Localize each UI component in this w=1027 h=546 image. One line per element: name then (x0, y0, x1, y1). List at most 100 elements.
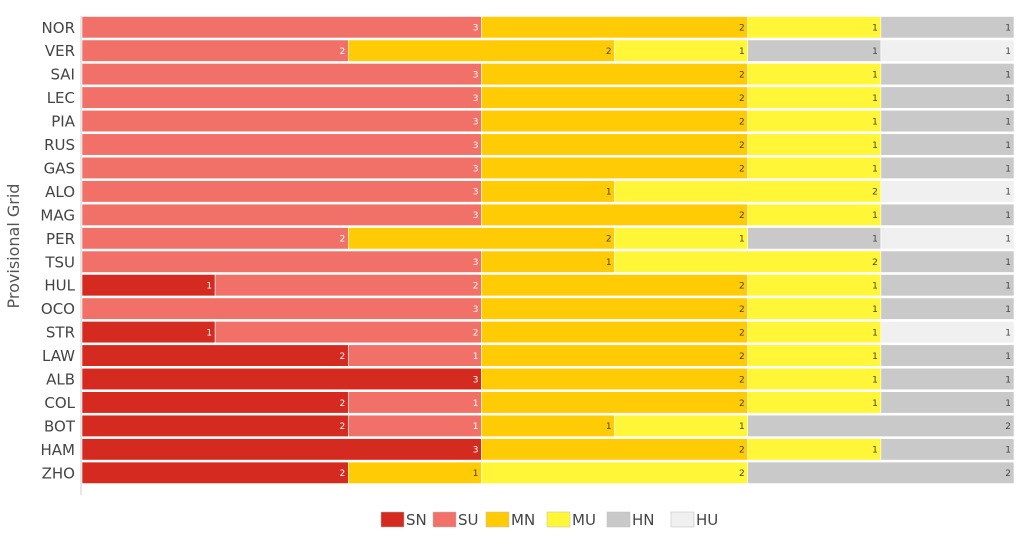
category-label: NOR (42, 19, 75, 37)
legend-swatch-su (432, 511, 457, 528)
bar-segment-hn (880, 86, 1015, 109)
bar-segment-hn (880, 250, 1015, 273)
segment-value-label: 1 (1005, 399, 1011, 409)
segment-value-label: 1 (473, 399, 479, 409)
bar-segment-mu (747, 344, 882, 367)
bar-segment-mn (481, 110, 749, 133)
bar-segment-mu (614, 250, 882, 273)
category-label: GAS (44, 159, 75, 177)
segment-value-label: 2 (340, 352, 346, 362)
bar-segment-hn (880, 16, 1015, 39)
bar-segment-su (81, 250, 482, 273)
bar-segment-hn (747, 414, 1015, 437)
bar-segment-hn (880, 297, 1015, 320)
segment-value-label: 2 (1005, 422, 1011, 432)
bar-segment-hn (880, 110, 1015, 133)
segment-value-label: 1 (739, 235, 745, 245)
category-label: LAW (42, 347, 75, 365)
bar-segment-mu (614, 227, 749, 250)
segment-value-label: 2 (340, 235, 346, 245)
segment-value-label: 2 (1005, 469, 1011, 479)
bar-segment-su (81, 39, 349, 62)
category-label: VER (45, 42, 75, 60)
segment-value-label: 2 (606, 235, 612, 245)
segment-value-label: 3 (473, 70, 479, 80)
bar-segment-mu (747, 110, 882, 133)
category-labels: NOR VER SAI LEC PIA RUS GAS ALO MAG PER TSU HUL OCO S… (40, 19, 75, 483)
bar-segment-su (81, 203, 482, 226)
bar-segment-sn (81, 461, 349, 484)
segment-value-label: 2 (340, 47, 346, 57)
bar-segment-hn (880, 344, 1015, 367)
legend-swatch-sn (380, 511, 405, 528)
bar-segment-mn (481, 133, 749, 156)
bar-segment-mn (347, 461, 482, 484)
bar-segment-hn (747, 39, 882, 62)
segment-value-label: 1 (872, 282, 878, 292)
legend-swatch-hn (606, 511, 631, 528)
bar-segment-su (347, 391, 482, 414)
category-label: ZHO (42, 464, 75, 482)
bar-segment-mn (347, 227, 615, 250)
bar-segment-sn (81, 438, 482, 461)
category-label: OCO (41, 300, 75, 318)
legend-label: HU (696, 511, 718, 529)
segment-value-label: 1 (872, 446, 878, 456)
bar-segment-mn (481, 203, 749, 226)
segment-value-label: 2 (340, 422, 346, 432)
segment-value-label: 2 (872, 188, 878, 198)
bar-segment-mn (481, 250, 615, 273)
segment-value-label: 1 (1005, 258, 1011, 268)
bar-segment-hu (880, 180, 1015, 203)
segment-value-label: 2 (739, 24, 745, 34)
bar-segment-sn (81, 414, 349, 437)
bar-segment-sn (81, 391, 349, 414)
segment-value-label: 2 (739, 328, 745, 338)
category-label: COL (44, 394, 75, 412)
segment-value-label: 2 (606, 47, 612, 57)
segment-value-label: 1 (606, 258, 612, 268)
segment-value-label: 3 (473, 446, 479, 456)
bar-segment-hn (880, 391, 1015, 414)
segment-value-label: 1 (872, 328, 878, 338)
segment-value-label: 1 (872, 375, 878, 385)
bar-segment-mu (747, 156, 882, 179)
segment-value-label: 1 (739, 422, 745, 432)
segment-value-label: 1 (872, 117, 878, 127)
segment-value-label: 2 (739, 70, 745, 80)
bar-segment-mn (481, 297, 749, 320)
segment-value-label: 2 (739, 446, 745, 456)
bar-segment-mu (747, 86, 882, 109)
bar-segment-su (81, 297, 482, 320)
bar-segment-hn (747, 227, 882, 250)
bar-segment-mn (347, 39, 615, 62)
segment-value-label: 1 (1005, 375, 1011, 385)
segment-value-label: 1 (872, 94, 878, 104)
bar-segment-sn (81, 321, 216, 344)
bar-segment-mu (481, 461, 749, 484)
bar-segment-mu (747, 203, 882, 226)
bar-segment-hn (880, 133, 1015, 156)
segment-value-label: 3 (473, 24, 479, 34)
bar-segment-hn (880, 203, 1015, 226)
bar-segment-mn (481, 414, 615, 437)
bar-segment-su (81, 180, 482, 203)
bar-segment-hu (880, 39, 1015, 62)
segment-value-label: 1 (872, 235, 878, 245)
segment-value-label: 3 (473, 258, 479, 268)
bar-segment-hu (880, 227, 1015, 250)
segment-value-label: 1 (872, 399, 878, 409)
segment-value-label: 2 (739, 399, 745, 409)
category-label: PIA (51, 113, 75, 131)
category-label: SAI (51, 66, 76, 84)
segment-value-label: 2 (739, 164, 745, 174)
bar-segment-mn (481, 156, 749, 179)
bar-segment-su (81, 16, 482, 39)
bar-segment-hu (880, 321, 1015, 344)
category-label: LEC (47, 89, 75, 107)
bar-segment-mu (747, 297, 882, 320)
bar-segment-su (81, 133, 482, 156)
segment-value-label: 1 (1005, 70, 1011, 80)
bar-segment-su (214, 274, 482, 297)
bar-segment-sn (81, 274, 216, 297)
